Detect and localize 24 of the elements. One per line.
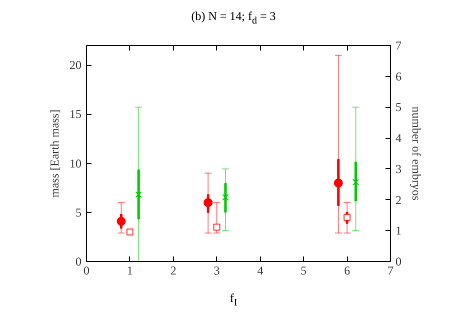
- x-tick-label: 4: [257, 264, 264, 278]
- y2-tick-label: 5: [396, 100, 402, 114]
- y-tick-label: 20: [70, 58, 82, 72]
- x-tick-label: 2: [170, 264, 176, 278]
- y2-tick-label: 6: [396, 69, 402, 84]
- y2-axis-title: number of embryos: [410, 106, 424, 201]
- y2-tick-label: 4: [396, 131, 402, 146]
- y2-tick-label: 1: [396, 224, 402, 238]
- y-axis-title: mass [Earth mass]: [48, 110, 62, 198]
- y2-tick-label: 0: [396, 254, 402, 268]
- x-tick-label: 6: [344, 264, 350, 278]
- x-axis-title: f$_{I}$: [230, 290, 238, 310]
- x-tick-label: 5: [300, 264, 307, 278]
- y2-tick-label: 2: [396, 192, 402, 207]
- y-tick-label: 5: [76, 205, 82, 220]
- y2-tick-label: 7: [396, 38, 402, 52]
- y-tick-label: 10: [70, 156, 82, 170]
- y2-tick-label: 3: [396, 162, 402, 176]
- x-tick-label: 7: [388, 264, 394, 278]
- x-tick-label: 1: [126, 264, 133, 278]
- chart-title: (b) N = 14; f$_{d}$ = 3: [191, 8, 276, 28]
- y-tick-label: 15: [70, 107, 82, 122]
- y-tick-label: 0: [76, 254, 82, 268]
- x-tick-label: 3: [214, 264, 220, 278]
